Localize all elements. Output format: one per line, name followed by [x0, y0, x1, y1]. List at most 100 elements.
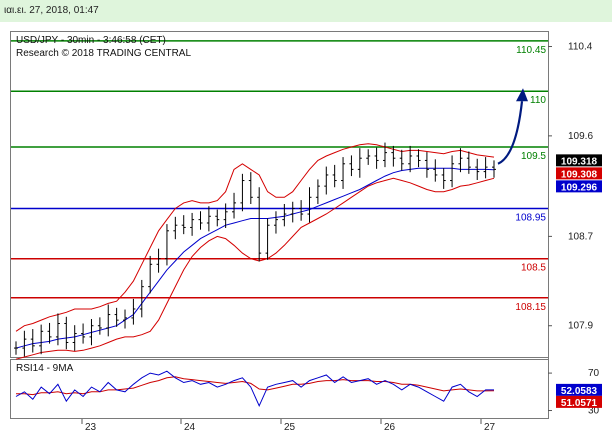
price-bar: [424, 152, 429, 178]
forecast-arrow: [497, 88, 528, 165]
price-bar: [307, 187, 312, 223]
price-bar: [181, 215, 186, 235]
price-bar: [106, 304, 111, 337]
price-bar: [206, 206, 211, 232]
bollinger-lower-line: [15, 177, 495, 360]
price-bar: [273, 211, 278, 234]
price-bar: [164, 224, 169, 266]
price-bar: [47, 322, 52, 344]
price-bar: [257, 187, 262, 262]
price-badge-label: 109.308: [561, 169, 598, 180]
rsi-badge-label: 52.0583: [561, 386, 598, 397]
top-status-bar: ιαι.ει. 27, 2018, 01:47: [0, 0, 612, 22]
price-bar: [450, 155, 455, 188]
price-bar: [190, 212, 195, 236]
price-bar: [299, 200, 304, 221]
price-bar: [441, 168, 446, 189]
time-axis-ticks: 23 24 25 26 27: [81, 419, 496, 433]
rsi-badge-bg: [556, 383, 602, 396]
rsi-pane: [10, 359, 549, 419]
price-bar: [357, 148, 362, 178]
price-bar: [492, 160, 496, 178]
price-bar: [89, 319, 94, 346]
price-badge-bg: [556, 167, 602, 180]
price-bar: [466, 151, 471, 174]
price-bar: [349, 155, 354, 177]
price-bar: [232, 192, 237, 219]
price-bar: [399, 149, 404, 171]
price-bar: [248, 172, 253, 204]
price-bar: [198, 211, 203, 230]
price-bar: [458, 148, 463, 173]
price-bar: [332, 164, 337, 188]
price-bar: [173, 216, 178, 240]
moving-average: [15, 167, 495, 349]
chart-subtitle: Research © 2018 TRADING CENTRAL: [16, 48, 191, 59]
time-tick-label: 25: [284, 422, 296, 433]
level-label: 108.15: [515, 302, 546, 313]
level-label: 110.45: [516, 45, 546, 56]
level-lines: 110.45 110 109.5 108.95 108.5 108.15: [11, 40, 548, 313]
rsi-badge-bg: [556, 395, 602, 408]
price-bar: [408, 145, 413, 173]
price-bar: [315, 179, 320, 204]
rsi-tick-label: 30: [588, 406, 600, 417]
price-bar: [139, 279, 144, 318]
price-bar: [114, 307, 119, 327]
price-bar: [341, 157, 346, 189]
price-bar: [97, 317, 102, 335]
price-bar: [55, 313, 60, 346]
forecast-arrow-shaft: [497, 101, 524, 165]
time-tick-label: 27: [484, 422, 496, 433]
price-bar: [374, 147, 379, 169]
price-bar: [391, 145, 396, 167]
price-bar: [382, 142, 387, 168]
price-bar: [131, 298, 136, 325]
price-badge-bg: [556, 154, 602, 167]
rsi-ma-line: [16, 376, 495, 396]
price-bar: [156, 248, 161, 273]
price-bar: [223, 203, 228, 229]
price-tick-label: 109.6: [568, 131, 593, 142]
price-bars: [14, 142, 496, 357]
price-tick-label: 107.9: [568, 321, 593, 332]
price-bar: [22, 330, 27, 357]
price-pane: [10, 31, 549, 358]
ma-line: [15, 167, 495, 349]
bollinger-upper-line: [15, 143, 495, 332]
bollinger-bands: [15, 143, 495, 360]
price-bar: [30, 329, 35, 353]
price-bar: [72, 325, 77, 351]
price-bar: [290, 201, 295, 223]
price-bar: [265, 218, 270, 260]
price-bar: [215, 209, 220, 227]
price-bar: [14, 341, 18, 355]
price-bar: [416, 149, 421, 168]
rsi-axis-ticks: 70 30: [548, 368, 600, 417]
rsi-badge-label: 51.0571: [561, 398, 598, 409]
price-bar: [148, 255, 153, 294]
price-bar: [81, 323, 86, 344]
price-badges: 109.318 109.308 109.296: [556, 154, 602, 193]
price-badge-label: 109.318: [561, 156, 598, 167]
price-bar: [240, 173, 245, 212]
rsi-title: RSI14 - 9MA: [16, 363, 74, 374]
rsi-tick-label: 70: [588, 368, 600, 379]
price-bar: [39, 324, 44, 355]
level-label: 109.5: [521, 151, 546, 162]
price-bar: [282, 203, 287, 227]
time-tick-label: 24: [184, 422, 196, 433]
price-bar: [324, 166, 329, 195]
rsi-line: [15, 370, 494, 408]
price-bar: [123, 309, 128, 329]
rsi-series: [15, 370, 495, 408]
price-bar: [366, 149, 371, 165]
price-badge-label: 109.296: [561, 182, 598, 193]
price-tick-label: 108.7: [568, 231, 593, 242]
forecast-arrow-head: [516, 88, 528, 102]
level-label: 108.5: [521, 263, 546, 274]
level-label: 110: [530, 95, 546, 106]
price-bar: [433, 159, 438, 182]
